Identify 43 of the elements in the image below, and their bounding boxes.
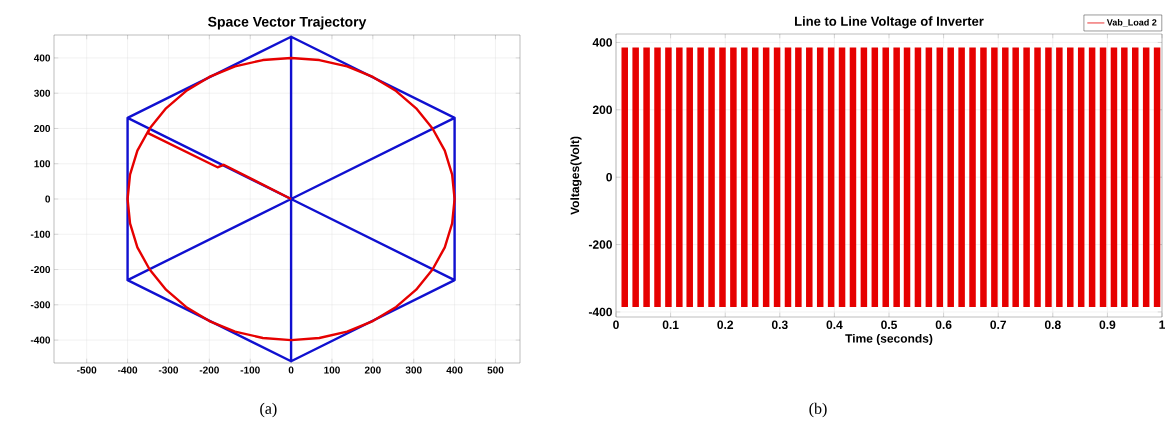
x-tick-label: 0 bbox=[613, 320, 619, 330]
x-tick-label: 0.3 bbox=[771, 320, 788, 330]
x-tick-label: -400 bbox=[117, 366, 138, 374]
x-axis-title: Time (seconds) bbox=[845, 333, 933, 346]
y-tick-label: -200 bbox=[588, 240, 612, 249]
x-tick-label: 0.4 bbox=[826, 320, 843, 330]
x-tick-label: 0.6 bbox=[935, 320, 952, 330]
x-tick-label: -200 bbox=[199, 366, 219, 374]
x-tick-label: 0.7 bbox=[990, 320, 1007, 330]
y-tick-label: 0 bbox=[45, 195, 51, 203]
x-tick-label: 500 bbox=[487, 366, 504, 374]
y-tick-label: 100 bbox=[34, 160, 51, 168]
x-tick-label: -100 bbox=[240, 366, 260, 374]
text: (b) bbox=[809, 402, 827, 418]
x-tick-label: -300 bbox=[158, 366, 179, 374]
chart-title: Space Vector Trajectory bbox=[208, 16, 367, 30]
x-tick-label: 0.2 bbox=[717, 320, 734, 330]
x-tick-label: -500 bbox=[77, 366, 97, 374]
y-tick-label: 300 bbox=[34, 89, 51, 97]
y-tick-label: 200 bbox=[34, 124, 51, 133]
x-tick-label: 0.8 bbox=[1044, 320, 1061, 330]
y-tick-label: -400 bbox=[588, 307, 612, 317]
y-tick-label: -100 bbox=[30, 230, 51, 238]
y-tick-label: -400 bbox=[30, 336, 51, 344]
x-tick-label: 1 bbox=[1159, 320, 1166, 329]
y-tick-label: 400 bbox=[33, 54, 51, 62]
y-axis-title: Voltages(Volt) bbox=[570, 136, 582, 215]
y-tick-label: -300 bbox=[30, 301, 51, 309]
chart-title: Line to Line Voltage of Inverter bbox=[795, 16, 984, 29]
text: (a) bbox=[260, 402, 277, 418]
x-tick-label: 200 bbox=[364, 366, 381, 374]
legend-label: Vab_Load 2 bbox=[1106, 18, 1157, 27]
y-tick-label: -200 bbox=[30, 266, 51, 274]
x-tick-label: 0 bbox=[288, 366, 294, 374]
y-tick-label: 0 bbox=[606, 172, 612, 182]
x-tick-label: 400 bbox=[446, 366, 463, 374]
x-tick-label: 300 bbox=[405, 366, 422, 374]
x-tick-label: 0.5 bbox=[881, 320, 898, 330]
x-tick-label: 0.1 bbox=[662, 320, 679, 330]
x-tick-label: 0.9 bbox=[1099, 320, 1116, 330]
x-tick-label: 100 bbox=[324, 366, 340, 374]
y-tick-label: 400 bbox=[592, 38, 612, 47]
y-tick-label: 200 bbox=[592, 105, 612, 115]
